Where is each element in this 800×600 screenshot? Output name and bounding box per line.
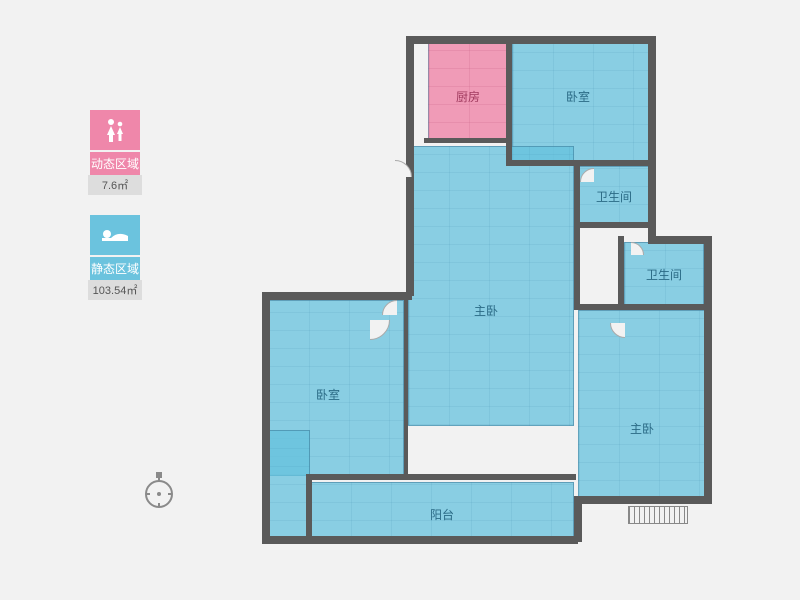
legend-label-static: 静态区域 xyxy=(90,257,140,280)
balcony-rail xyxy=(628,506,688,524)
room-label: 卧室 xyxy=(316,386,340,403)
compass-icon xyxy=(142,470,176,515)
legend-label-dynamic: 动态区域 xyxy=(90,152,140,175)
room-label: 卧室 xyxy=(566,88,590,105)
wall xyxy=(704,236,712,504)
people-icon xyxy=(90,110,140,150)
wall xyxy=(574,304,710,310)
room-label: 卫生间 xyxy=(646,266,682,283)
room-label: 阳台 xyxy=(430,506,454,523)
wall xyxy=(404,298,408,476)
room-label: 主卧 xyxy=(474,302,498,319)
wall xyxy=(648,36,656,236)
sleep-icon xyxy=(90,215,140,255)
wall xyxy=(506,160,654,166)
wall xyxy=(574,496,710,504)
room-label: 厨房 xyxy=(456,88,480,105)
legend-item-static: 静态区域 103.54㎡ xyxy=(80,215,150,300)
legend-item-dynamic: 动态区域 7.6㎡ xyxy=(80,110,150,195)
room-主卧-5 xyxy=(578,310,712,500)
wall xyxy=(574,222,652,228)
legend-value-static: 103.54㎡ xyxy=(88,280,142,300)
wall xyxy=(648,236,710,244)
wall xyxy=(574,160,580,310)
wall xyxy=(310,474,576,480)
floorplan: 厨房卧室卫生间卫生间主卧主卧卧室阳台 xyxy=(260,30,740,570)
wall xyxy=(262,292,270,542)
wall xyxy=(618,236,624,308)
room-label: 卫生间 xyxy=(596,188,632,205)
wall xyxy=(424,138,508,143)
wall xyxy=(506,40,512,164)
wall xyxy=(406,36,656,44)
wall xyxy=(306,474,312,540)
room-area-8 xyxy=(268,430,310,540)
room-主卧-4 xyxy=(408,146,574,426)
room-label: 主卧 xyxy=(630,420,654,437)
legend-panel: 动态区域 7.6㎡ 静态区域 103.54㎡ xyxy=(80,110,150,320)
wall xyxy=(262,292,412,300)
legend-value-dynamic: 7.6㎡ xyxy=(88,175,142,195)
